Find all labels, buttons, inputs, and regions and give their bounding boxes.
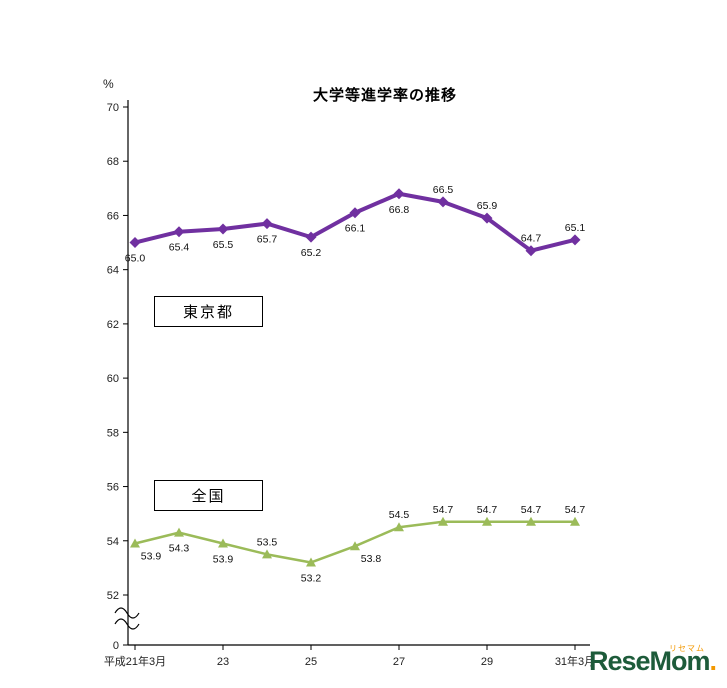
national-marker [174, 527, 184, 537]
tokyo-data-label: 64.7 [521, 233, 542, 245]
y-tick-label: 60 [107, 373, 119, 385]
resemom-logo-text: ReseMom [589, 646, 711, 676]
x-tick-label: 27 [393, 656, 405, 668]
national-data-label: 54.7 [565, 504, 586, 516]
national-data-label: 53.8 [361, 553, 382, 565]
tokyo-data-label: 65.5 [213, 239, 234, 251]
tokyo-data-label: 66.5 [433, 184, 454, 196]
tokyo-data-label: 65.1 [565, 222, 586, 234]
tokyo-marker [261, 218, 273, 230]
national-marker [394, 522, 404, 532]
national-data-label: 53.9 [213, 553, 234, 565]
national-data-label: 54.7 [477, 504, 498, 516]
national-marker [570, 516, 580, 526]
tokyo-marker [393, 188, 405, 200]
tokyo-marker [173, 226, 185, 238]
tokyo-data-label: 65.7 [257, 234, 278, 246]
national-marker [262, 549, 272, 559]
y-tick-label: 62 [107, 319, 119, 331]
x-tick-label: 25 [305, 656, 317, 668]
national-marker [438, 516, 448, 526]
national-marker [130, 538, 140, 548]
resemom-logo-dot: . [709, 646, 718, 676]
tokyo-data-label: 65.4 [169, 242, 190, 254]
tokyo-marker [305, 231, 317, 243]
legend-tokyo: 東京都 [154, 296, 263, 327]
y-axis-unit-label: % [103, 77, 114, 91]
national-data-label: 54.3 [169, 543, 190, 555]
national-data-label: 54.5 [389, 509, 410, 521]
tokyo-data-label: 66.1 [345, 223, 366, 235]
x-tick-label: 29 [481, 656, 493, 668]
tokyo-data-label: 66.8 [389, 204, 410, 216]
y-tick-label: 52 [107, 590, 119, 602]
x-tick-label: 平成21年3月 [104, 654, 166, 668]
y-tick-label: 54 [107, 536, 119, 548]
tokyo-marker [481, 212, 493, 224]
tokyo-marker [349, 207, 361, 219]
tokyo-marker [217, 223, 229, 235]
national-marker [526, 516, 536, 526]
tokyo-data-label: 65.2 [301, 247, 322, 259]
tokyo-marker [569, 234, 581, 246]
national-data-label: 54.7 [433, 504, 454, 516]
tokyo-marker [525, 245, 537, 257]
national-data-label: 53.9 [141, 550, 162, 562]
y-tick-label: 58 [107, 427, 119, 439]
national-data-label: 54.7 [521, 504, 542, 516]
resemom-kana-label: リセマム [669, 644, 705, 653]
legend-tokyo-label: 東京都 [182, 304, 234, 321]
x-tick-label: 31年3月 [555, 654, 595, 668]
national-data-label: 53.2 [301, 572, 322, 584]
legend-national: 全国 [154, 480, 263, 511]
national-marker [306, 557, 316, 567]
tokyo-data-label: 65.0 [125, 253, 146, 265]
y-tick-label: 68 [107, 156, 119, 168]
y-origin-label: 0 [113, 640, 119, 652]
axis-break-squiggle [114, 607, 140, 619]
y-tick-label: 64 [107, 265, 119, 277]
national-marker [482, 516, 492, 526]
national-data-label: 53.5 [257, 536, 278, 548]
y-tick-label: 66 [107, 210, 119, 222]
axis-break-squiggle [114, 618, 140, 630]
y-tick-label: 56 [107, 482, 119, 494]
legend-national-label: 全国 [191, 488, 226, 505]
tokyo-marker [129, 237, 141, 249]
resemom-logo: リセマム ReseMom. [589, 644, 719, 681]
national-marker [218, 538, 228, 548]
tokyo-marker [437, 196, 449, 208]
y-tick-label: 70 [107, 102, 119, 114]
chart-title: 大学等進学率の推移 [312, 87, 457, 104]
tokyo-data-label: 65.9 [477, 200, 498, 212]
national-marker [350, 541, 360, 551]
x-tick-label: 23 [217, 656, 229, 668]
